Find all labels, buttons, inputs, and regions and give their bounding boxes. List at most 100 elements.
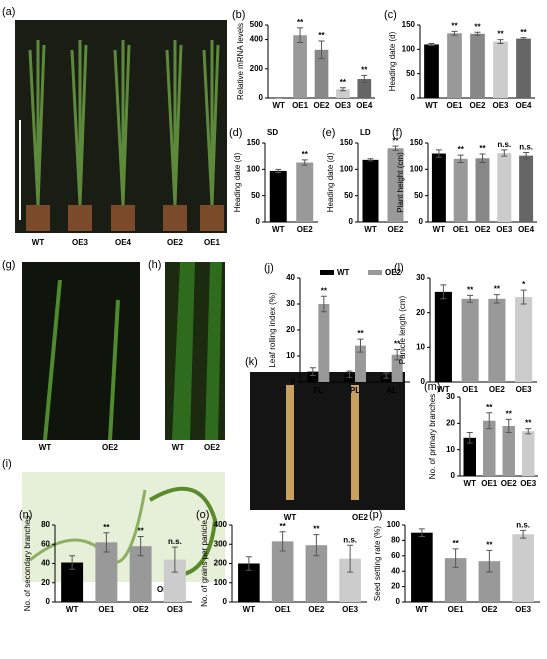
chart-title: SD <box>267 128 278 137</box>
bar <box>434 291 452 382</box>
bar <box>336 89 350 98</box>
y-axis-label: Relative mRNA levels <box>236 23 245 100</box>
significance: ** <box>297 18 304 27</box>
error-bar <box>479 153 486 163</box>
significance: n.s. <box>516 520 530 529</box>
bar <box>478 561 501 602</box>
photo <box>250 372 405 510</box>
pot <box>200 205 224 231</box>
x-tick-label: OE2 <box>501 479 518 488</box>
error-bar <box>357 338 364 353</box>
bar <box>463 437 476 476</box>
bar <box>475 158 490 222</box>
error-bar <box>505 418 512 434</box>
x-tick-label: OE3 <box>516 385 533 394</box>
error-bar <box>440 284 447 300</box>
y-tick-label: 150 <box>410 138 424 147</box>
y-tick-label: 0 <box>223 597 228 606</box>
bar <box>387 148 404 222</box>
photo <box>22 472 225 582</box>
x-tick-label: FL <box>313 386 323 395</box>
photo-label: WT <box>172 443 185 452</box>
x-tick-label: OE2 <box>308 605 325 614</box>
x-tick-label: OE2 <box>469 101 486 110</box>
y-tick-label: 80 <box>391 536 400 545</box>
significance: ** <box>506 409 513 418</box>
error-bar <box>383 372 390 379</box>
x-tick-label: WT <box>416 605 429 614</box>
pot <box>111 205 135 231</box>
error-bar <box>103 532 110 553</box>
bar <box>515 297 533 382</box>
x-tick-label: WT <box>364 225 377 234</box>
panel-label: (g) <box>2 259 15 271</box>
error-bar <box>520 529 527 539</box>
y-axis-label: No. of primary branches <box>428 394 437 479</box>
bar <box>357 79 372 98</box>
error-bar <box>394 349 401 361</box>
y-tick-label: 400 <box>250 35 264 44</box>
bar <box>314 49 329 98</box>
bar <box>271 541 294 602</box>
bar <box>305 545 328 602</box>
photo-label: OE2 <box>167 238 184 247</box>
x-tick-label: WT <box>433 225 446 234</box>
photo-label: OE2 <box>352 513 369 522</box>
y-tick-label: 150 <box>340 138 354 147</box>
x-tick-label: PL <box>350 386 360 395</box>
x-tick-label: WT <box>243 605 256 614</box>
y-tick-label: 20 <box>41 578 50 587</box>
error-bar <box>367 158 374 162</box>
error-bar <box>523 151 530 160</box>
photo-label: OE1 <box>204 238 221 247</box>
significance: ** <box>318 31 325 40</box>
plant <box>165 40 183 206</box>
panel-label: (o) <box>196 509 209 521</box>
panel-label: (p) <box>369 509 382 521</box>
bar <box>344 374 355 382</box>
y-tick-label: 200 <box>214 559 228 568</box>
y-axis-label: Heading date (d) <box>388 31 397 91</box>
error-bar <box>297 27 304 44</box>
significance: ** <box>392 136 399 145</box>
significance: ** <box>451 21 458 30</box>
y-axis-label: Seed setting rate (%) <box>373 526 382 601</box>
error-bar <box>320 295 327 313</box>
panel-label: (e) <box>322 127 335 139</box>
error-bar <box>435 149 442 158</box>
y-tick-label: 100 <box>247 164 261 173</box>
x-tick-label: OE3 <box>492 101 509 110</box>
significance: ** <box>138 527 145 536</box>
legend-swatch <box>368 270 382 275</box>
x-tick-label: OE2 <box>313 101 330 110</box>
x-tick-label: WT <box>272 101 285 110</box>
bar <box>362 159 379 222</box>
bar <box>431 153 446 222</box>
error-bar <box>279 531 286 552</box>
error-bar <box>418 528 425 538</box>
leaf <box>172 262 222 440</box>
plant <box>28 40 46 206</box>
bar <box>483 420 496 476</box>
x-tick-label: OE2 <box>133 605 150 614</box>
error-bar <box>346 370 353 378</box>
y-tick-label: 50 <box>251 191 260 200</box>
bar <box>355 345 366 382</box>
significance: ** <box>394 340 401 349</box>
bar <box>269 170 287 222</box>
x-tick-label: WT <box>66 605 79 614</box>
bar <box>391 354 403 382</box>
panel-label: (d) <box>229 127 242 139</box>
y-tick-label: 200 <box>250 64 264 73</box>
significance: ** <box>302 150 309 159</box>
bar <box>470 33 485 99</box>
y-tick-label: 500 <box>250 20 264 29</box>
significance: ** <box>525 419 532 428</box>
y-axis-label: Heading date (d) <box>233 152 242 212</box>
x-tick-label: AL <box>386 386 397 395</box>
photo-label: OE4 <box>115 238 132 247</box>
y-tick-label: 100 <box>340 164 354 173</box>
significance: ** <box>479 144 486 153</box>
error-bar <box>137 536 144 557</box>
bar <box>238 563 260 602</box>
